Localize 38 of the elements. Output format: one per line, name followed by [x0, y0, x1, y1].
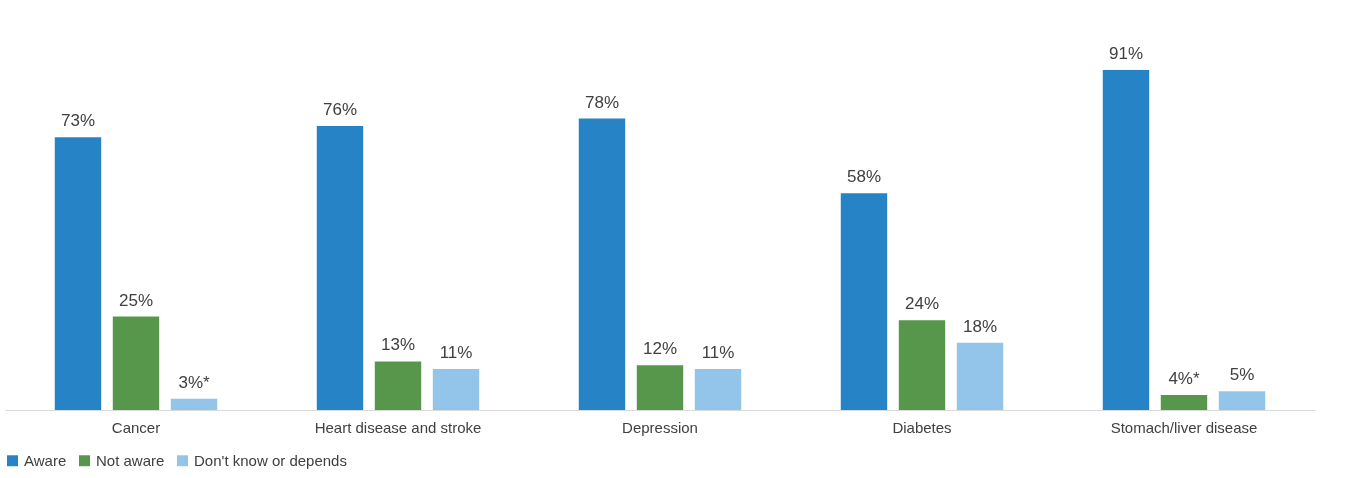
bar [170, 398, 218, 410]
x-tick-label: Depression [622, 418, 698, 436]
bar [316, 126, 364, 410]
bar [1102, 70, 1150, 410]
data-label: 58% [846, 167, 881, 187]
data-label: 25% [118, 290, 154, 310]
data-label: 11% [439, 342, 473, 362]
data-label: 4%* [1168, 369, 1200, 389]
bar [694, 368, 742, 410]
data-label: 13% [380, 335, 416, 355]
bar [578, 118, 626, 410]
bar [636, 365, 684, 410]
data-label: 12% [642, 339, 678, 359]
bar [54, 137, 102, 410]
x-tick-label: Diabetes [892, 418, 952, 436]
bar [1218, 391, 1266, 410]
x-tick-label: Heart disease and stroke [314, 418, 482, 436]
data-label: 11% [701, 342, 735, 362]
data-label: 76% [322, 100, 357, 120]
data-label: 24% [904, 294, 940, 314]
legend-label: Not aware [96, 451, 165, 469]
data-label: 5% [1229, 365, 1255, 385]
x-tick-label: Cancer [111, 418, 161, 436]
legend-label: Don't know or depends [194, 451, 347, 469]
bar [898, 320, 946, 410]
data-label: 91% [1108, 44, 1143, 63]
bar [956, 342, 1004, 410]
data-label: 78% [584, 92, 619, 112]
x-tick-label: Stomach/liver disease [1110, 418, 1258, 436]
bar [1160, 395, 1208, 410]
legend-label: Aware [24, 451, 67, 469]
bar [374, 361, 422, 410]
data-label: 18% [963, 316, 998, 336]
data-label: 3%* [178, 372, 210, 392]
bar [432, 368, 480, 410]
bar [840, 193, 888, 410]
bar [112, 316, 160, 410]
data-label: 73% [60, 111, 95, 131]
